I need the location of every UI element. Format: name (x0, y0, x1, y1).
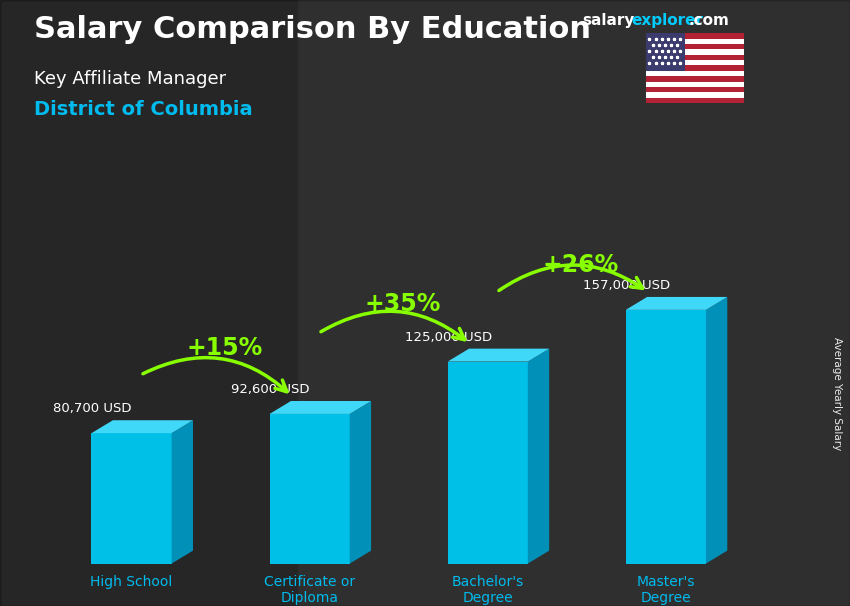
Bar (646, 33, 744, 39)
Bar (298, 0, 850, 606)
Text: Key Affiliate Manager: Key Affiliate Manager (34, 70, 226, 88)
Bar (646, 92, 744, 98)
Text: 125,000 USD: 125,000 USD (405, 331, 492, 344)
Text: 157,000 USD: 157,000 USD (583, 279, 670, 292)
Polygon shape (269, 401, 371, 414)
Text: District of Columbia: District of Columbia (34, 100, 252, 119)
Text: +15%: +15% (186, 336, 263, 359)
Bar (646, 71, 744, 76)
Text: Salary Comparison By Education: Salary Comparison By Education (34, 15, 591, 44)
Text: 92,600 USD: 92,600 USD (231, 383, 309, 396)
Text: salary: salary (582, 13, 635, 28)
Bar (646, 50, 744, 55)
Polygon shape (92, 433, 172, 564)
Bar (646, 55, 744, 60)
Polygon shape (172, 420, 193, 564)
Text: +35%: +35% (364, 292, 440, 316)
Bar (646, 44, 744, 50)
Bar (646, 82, 744, 87)
Polygon shape (92, 420, 193, 433)
Polygon shape (269, 414, 349, 564)
Bar (646, 76, 744, 82)
Bar (646, 33, 685, 71)
Text: 80,700 USD: 80,700 USD (53, 402, 132, 415)
Polygon shape (448, 362, 528, 564)
Bar (646, 65, 744, 71)
Bar (646, 60, 744, 65)
Bar (646, 98, 744, 103)
Polygon shape (706, 297, 728, 564)
Bar (646, 39, 744, 44)
Polygon shape (349, 401, 371, 564)
Polygon shape (528, 348, 549, 564)
Text: +26%: +26% (542, 253, 619, 276)
Text: explorer: explorer (632, 13, 704, 28)
Polygon shape (626, 297, 728, 310)
Text: Average Yearly Salary: Average Yearly Salary (832, 338, 842, 450)
Polygon shape (626, 310, 706, 564)
Bar (646, 87, 744, 92)
Text: .com: .com (688, 13, 729, 28)
Bar (0, 0, 298, 606)
Polygon shape (448, 348, 549, 362)
